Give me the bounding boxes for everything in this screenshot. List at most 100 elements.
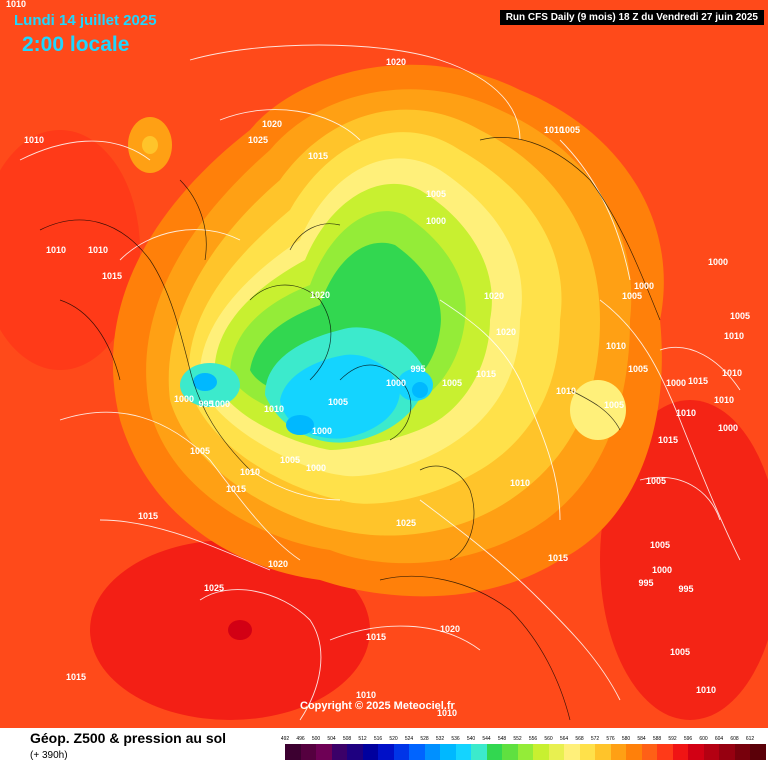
scale-swatch — [502, 744, 519, 760]
scale-swatch — [548, 744, 565, 760]
pressure-label: 1000 — [707, 257, 729, 267]
pressure-label: 1000 — [173, 394, 195, 404]
pressure-label: 1010 — [555, 386, 577, 396]
scale-swatch — [703, 744, 720, 760]
scale-label: 524 — [404, 736, 414, 742]
scale-label: 508 — [342, 736, 352, 742]
pressure-label: 1015 — [307, 151, 329, 161]
pressure-label: 1015 — [225, 484, 247, 494]
pressure-label: 1010 — [543, 125, 565, 135]
pressure-label: 1010 — [263, 404, 285, 414]
scale-swatch — [610, 744, 627, 760]
pressure-label: 1000 — [305, 463, 327, 473]
pressure-label: 1005 — [645, 476, 667, 486]
scale-swatch — [424, 744, 441, 760]
scale-swatch — [393, 744, 410, 760]
scale-label: 528 — [420, 736, 429, 742]
pressure-label: 1005 — [729, 311, 751, 321]
scale-label: 536 — [451, 736, 460, 742]
scale-swatch — [316, 744, 333, 760]
pressure-label: 1005 — [669, 647, 691, 657]
pressure-label: 1015 — [65, 672, 87, 682]
pressure-label: 1015 — [475, 369, 497, 379]
pressure-label: 1005 — [279, 455, 301, 465]
scale-swatch — [657, 744, 674, 760]
pressure-label: 1010 — [605, 341, 627, 351]
scale-label: 576 — [606, 736, 615, 742]
scale-swatch — [564, 744, 581, 760]
scale-swatch — [533, 744, 550, 760]
pressure-label: 995 — [638, 578, 654, 588]
scale-label: 600 — [699, 736, 708, 742]
pressure-label: 1010 — [45, 245, 67, 255]
pressure-label: 1010 — [713, 395, 735, 405]
scale-swatch — [672, 744, 689, 760]
scale-label: 580 — [621, 736, 631, 742]
pressure-label: 1005 — [603, 400, 625, 410]
scale-label: 556 — [528, 736, 538, 742]
pressure-label: 1020 — [309, 290, 331, 300]
pressure-label: 995 — [678, 584, 694, 594]
pressure-label: 1000 — [385, 378, 407, 388]
run-info: Run CFS Daily (9 mois) 18 Z du Vendredi … — [499, 10, 764, 25]
scale-label: 568 — [575, 736, 584, 742]
pressure-label: 1015 — [657, 435, 679, 445]
pressure-label: 1005 — [627, 364, 649, 374]
scale-swatch — [455, 744, 472, 760]
pressure-label: 1000 — [425, 216, 447, 226]
scale-label: 512 — [358, 736, 367, 742]
scale-swatch — [579, 744, 596, 760]
scale-label: 500 — [311, 736, 321, 742]
scale-label: 572 — [590, 736, 600, 742]
scale-label: 564 — [559, 736, 569, 742]
pressure-label: 1010 — [355, 690, 377, 700]
scale-label: 604 — [714, 736, 724, 742]
scale-label: 540 — [466, 736, 476, 742]
scale-label: 584 — [637, 736, 646, 742]
pressure-label: 1000 — [209, 399, 231, 409]
scale-swatch — [734, 744, 751, 760]
pressure-label: 1005 — [189, 446, 211, 456]
pressure-label: 1025 — [203, 583, 225, 593]
scale-label: 520 — [389, 736, 398, 742]
pressure-label: 1015 — [547, 553, 569, 563]
pressure-label: 1010 — [695, 685, 717, 695]
scale-swatch — [719, 744, 736, 760]
scale-swatch — [362, 744, 379, 760]
scale-swatch — [378, 744, 395, 760]
scale-swatch — [688, 744, 705, 760]
pressure-label: 1020 — [483, 291, 505, 301]
scale-label: 592 — [668, 736, 677, 742]
pressure-label: 1025 — [395, 518, 417, 528]
pressure-label: 1020 — [261, 119, 283, 129]
scale-swatch — [285, 744, 302, 760]
scale-swatch — [626, 744, 643, 760]
scale-label: 544 — [482, 736, 491, 742]
pressure-label: 995 — [410, 364, 426, 374]
pressure-label: 1005 — [621, 291, 643, 301]
map-title: Géop. Z500 & pression au sol — [30, 730, 227, 746]
scale-swatch — [409, 744, 426, 760]
pressure-label: 1015 — [137, 511, 159, 521]
pressure-label: 1005 — [649, 540, 671, 550]
pressure-label: 1025 — [247, 135, 269, 145]
scale-swatch — [331, 744, 348, 760]
pressure-label: 1010 — [723, 331, 745, 341]
pressure-label: 1010 — [436, 708, 458, 718]
scale-swatch — [300, 744, 317, 760]
scale-label: 492 — [280, 736, 290, 742]
pressure-label: 1000 — [633, 281, 655, 291]
forecast-step: (+ 390h) — [30, 750, 68, 761]
pressure-label: 1010 — [509, 478, 531, 488]
scale-label: 588 — [652, 736, 662, 742]
scale-label: 552 — [513, 736, 522, 742]
pressure-label: 1020 — [495, 327, 517, 337]
pressure-label: 1010 — [5, 0, 27, 9]
scale-swatch — [641, 744, 658, 760]
pressure-label: 1015 — [687, 376, 709, 386]
scale-swatch — [347, 744, 364, 760]
pressure-label: 1020 — [267, 559, 289, 569]
scale-label: 504 — [327, 736, 336, 742]
z500-field — [0, 0, 768, 728]
scale-swatch — [517, 744, 534, 760]
